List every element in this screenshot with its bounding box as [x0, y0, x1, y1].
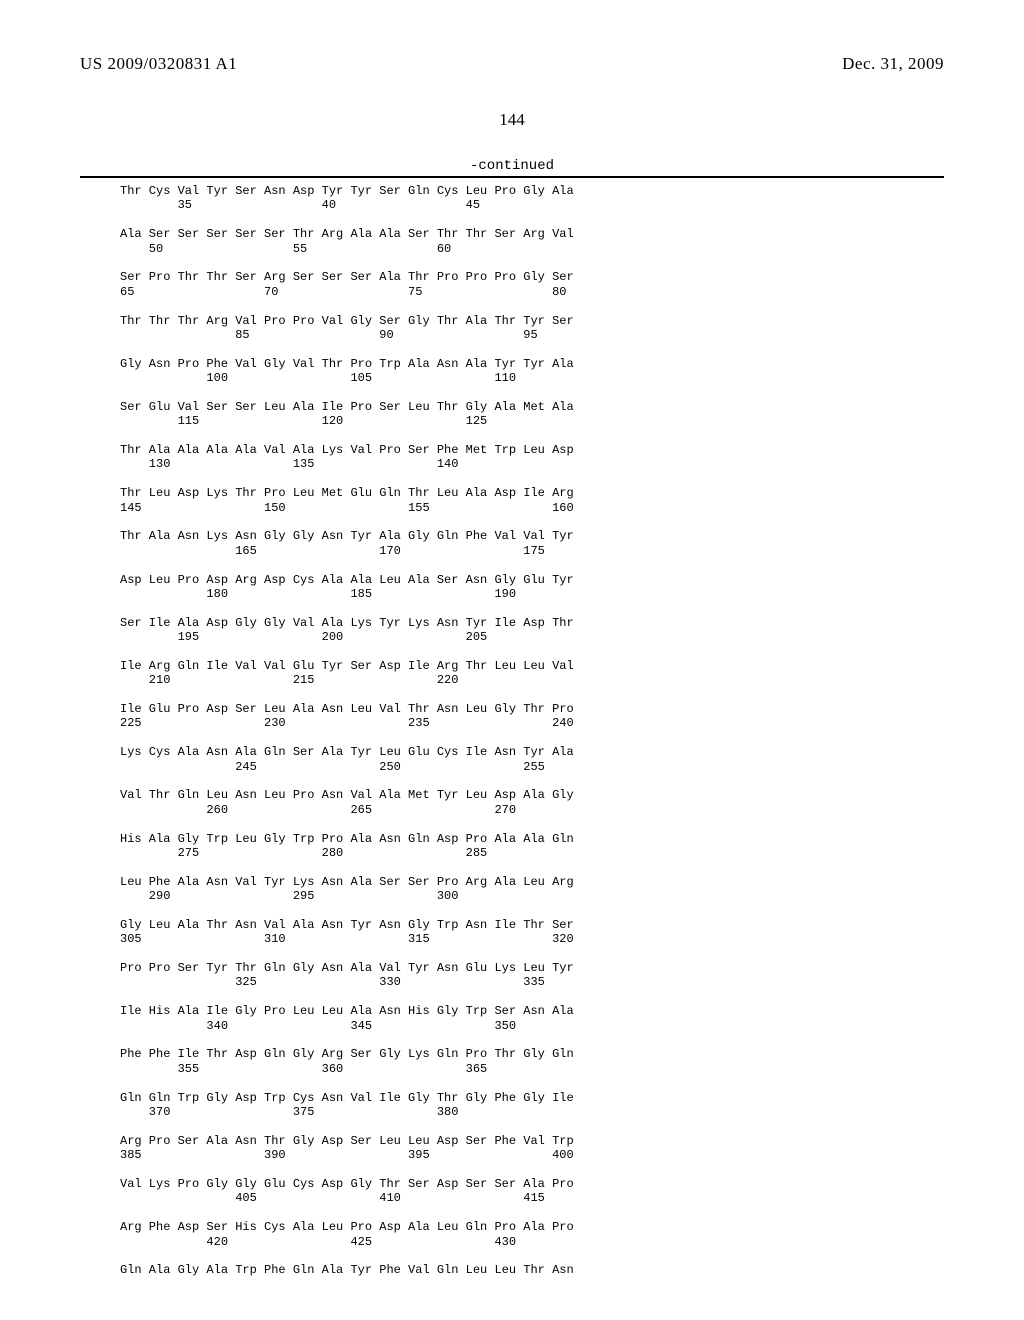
top-rule — [80, 176, 944, 178]
publication-number: US 2009/0320831 A1 — [80, 54, 237, 74]
publication-date: Dec. 31, 2009 — [842, 54, 944, 74]
page-header: US 2009/0320831 A1 Dec. 31, 2009 — [80, 54, 944, 74]
continued-label: -continued — [80, 158, 944, 174]
patent-page: US 2009/0320831 A1 Dec. 31, 2009 144 -co… — [0, 0, 1024, 1320]
sequence-listing: Thr Cys Val Tyr Ser Asn Asp Tyr Tyr Ser … — [120, 184, 944, 1278]
page-number: 144 — [80, 110, 944, 130]
